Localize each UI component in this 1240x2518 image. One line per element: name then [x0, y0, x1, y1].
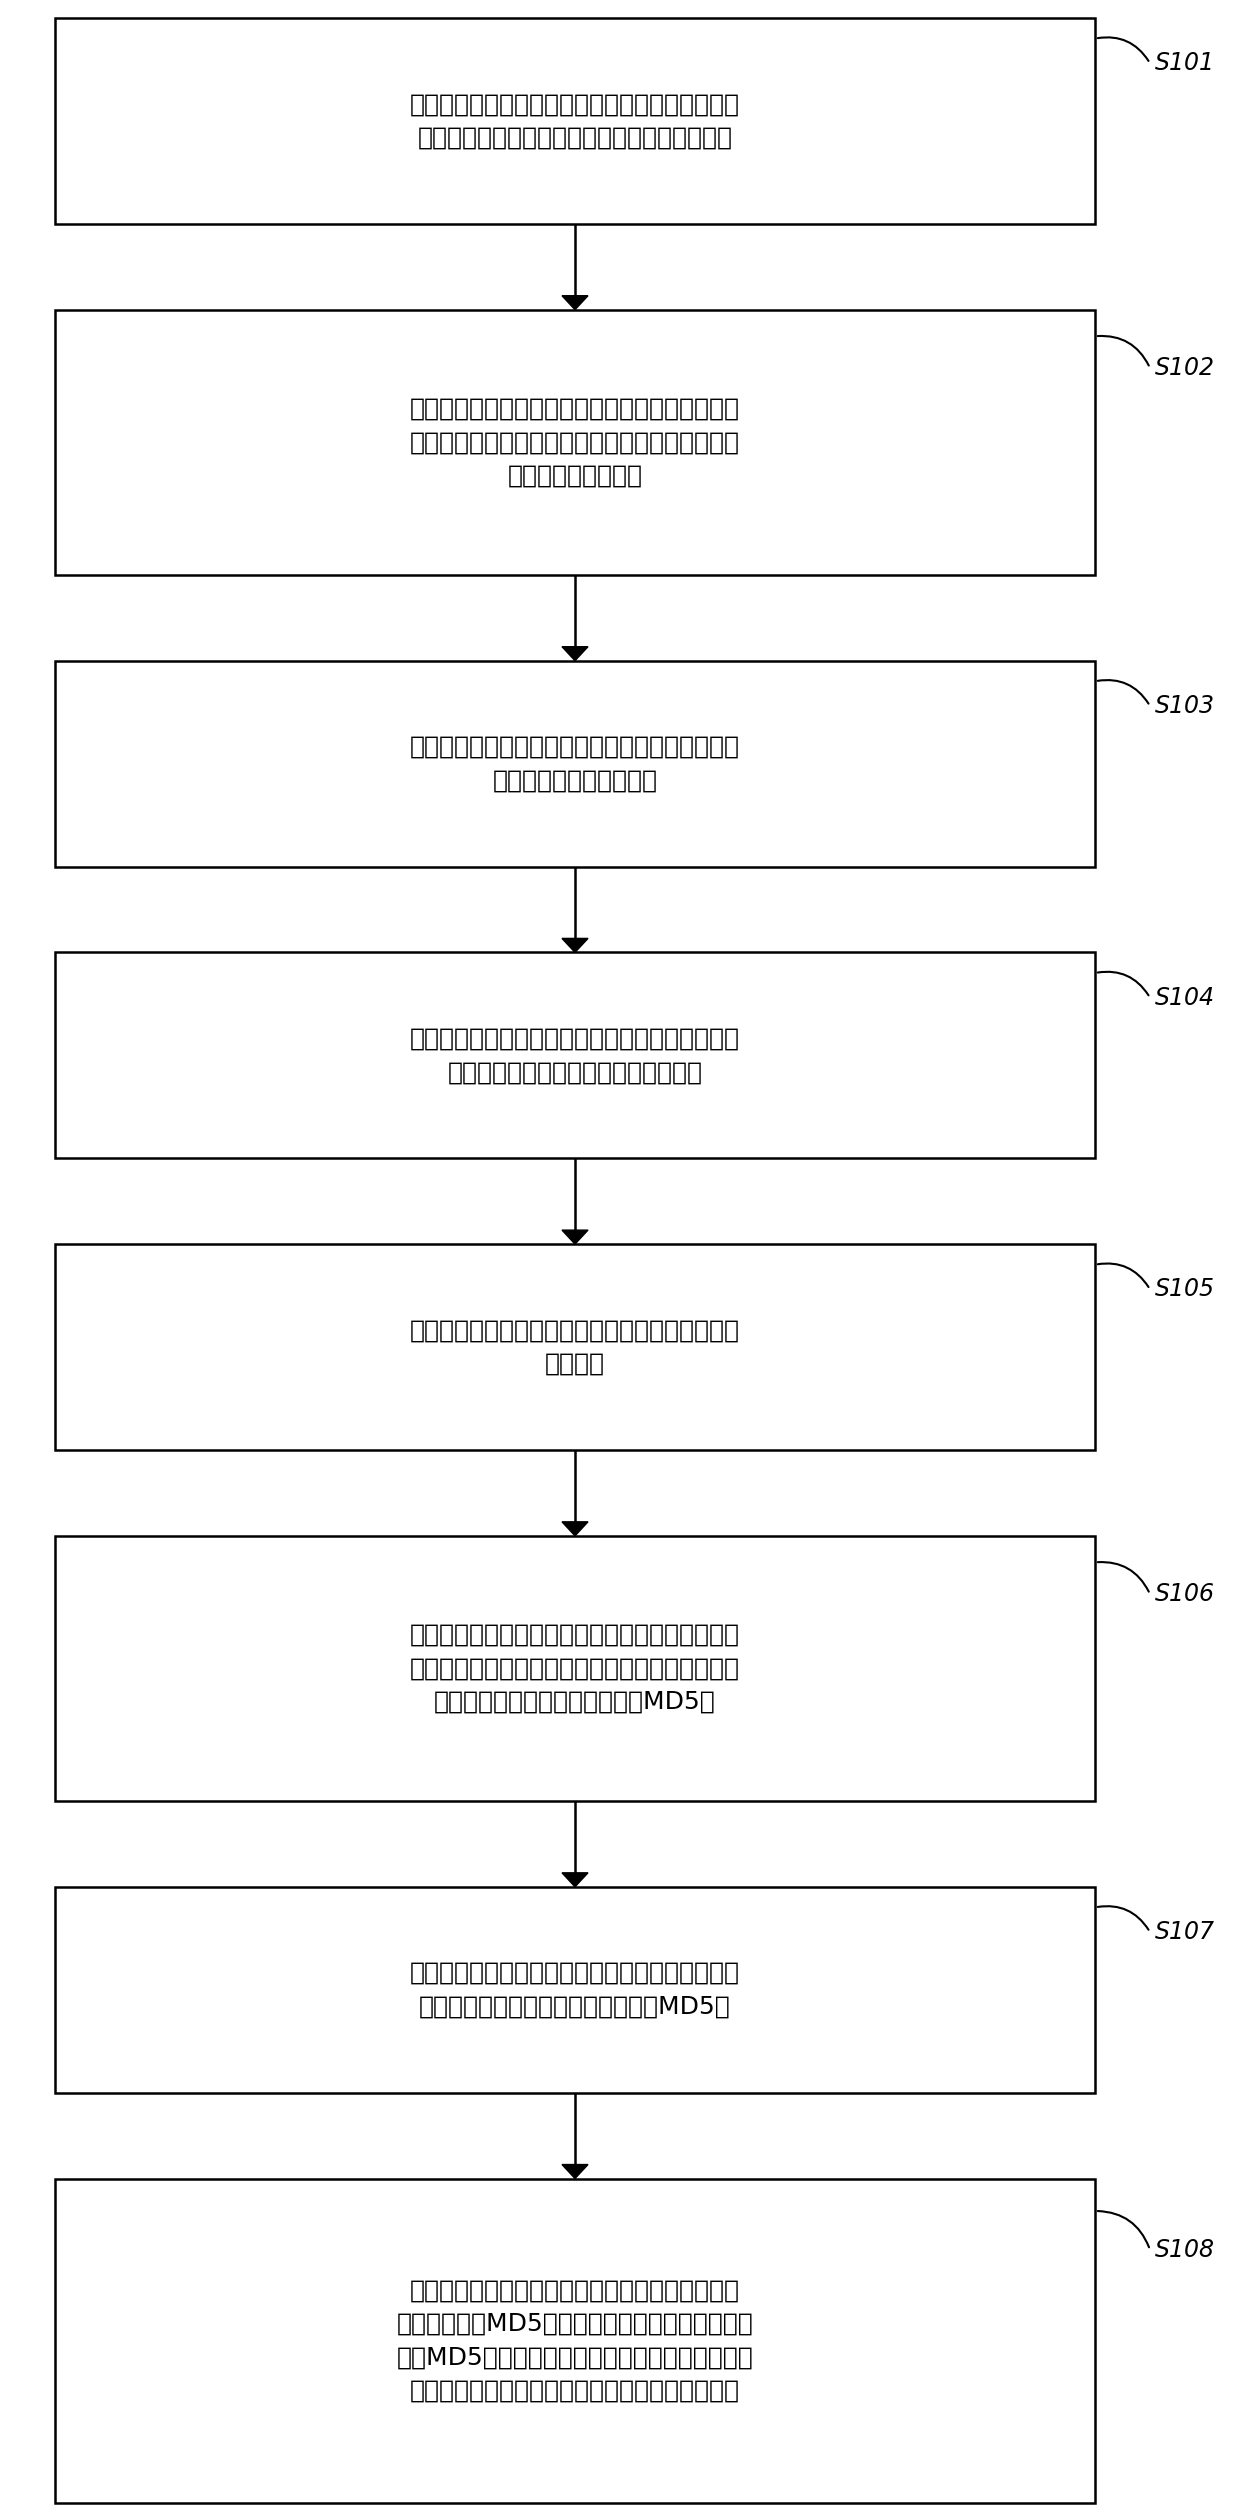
- Text: S102: S102: [1154, 355, 1215, 380]
- Polygon shape: [562, 939, 588, 952]
- Bar: [55, 1244, 1095, 1450]
- Text: S104: S104: [1154, 985, 1215, 1010]
- Text: 在运行所述页面资源插件所得到的第二缓存文件清
单中，读取每一所述静态缓存资源的MD5值: 在运行所述页面资源插件所得到的第二缓存文件清 单中，读取每一所述静态缓存资源的M…: [410, 1962, 740, 2019]
- Text: 对于每一所述静态缓存资源，若其在所述第一缓存
文件清单中的MD5值与其在所述第二缓存文件清单
中的MD5值不同，则更新该静态缓存资源，并将所
述第二缓存文件清单: 对于每一所述静态缓存资源，若其在所述第一缓存 文件清单中的MD5值与其在所述第二…: [397, 2279, 754, 2402]
- Polygon shape: [562, 2165, 588, 2178]
- Polygon shape: [562, 1231, 588, 1244]
- Bar: [55, 1536, 1095, 1800]
- Text: S101: S101: [1154, 50, 1215, 76]
- Text: S105: S105: [1154, 1277, 1215, 1302]
- Text: 基于所述页面地址对应的站点，确定与所述站点匹
配的页面资源插件，所述页面资源插件预先存储于
应用程序的安装包中: 基于所述页面地址对应的站点，确定与所述站点匹 配的页面资源插件，所述页面资源插件…: [410, 398, 740, 488]
- Bar: [55, 2178, 1095, 2503]
- Bar: [55, 952, 1095, 1158]
- Polygon shape: [562, 1521, 588, 1536]
- Bar: [55, 310, 1095, 574]
- Text: 运行所述页面资源插件，以得到本地存储的所述站
点下的多个静态缓存资源: 运行所述页面资源插件，以得到本地存储的所述站 点下的多个静态缓存资源: [410, 735, 740, 793]
- Bar: [55, 660, 1095, 866]
- Polygon shape: [562, 1873, 588, 1886]
- Bar: [55, 18, 1095, 224]
- Bar: [55, 1886, 1095, 2092]
- Text: 在所述应用程序中，根据预设的网络视图，加载与
所述页面地址匹配的所述静态缓存资源: 在所述应用程序中，根据预设的网络视图，加载与 所述页面地址匹配的所述静态缓存资源: [410, 1027, 740, 1085]
- Polygon shape: [562, 647, 588, 660]
- Text: S108: S108: [1154, 2239, 1215, 2261]
- Text: S107: S107: [1154, 1921, 1215, 1944]
- Text: S106: S106: [1154, 1581, 1215, 1606]
- Text: 每隔预设的时间间隔，向第一服务器发出插件更新
检测请求: 每隔预设的时间间隔，向第一服务器发出插件更新 检测请求: [410, 1319, 740, 1375]
- Polygon shape: [562, 295, 588, 310]
- Text: S103: S103: [1154, 695, 1215, 718]
- Text: 接收所述第一服务器根据所述插件更新检测请求所
返回的第一缓存文件清单，所述第一缓存文件清单
包含有每一所述静态缓存资源的MD5值: 接收所述第一服务器根据所述插件更新检测请求所 返回的第一缓存文件清单，所述第一缓…: [410, 1624, 740, 1715]
- Text: 当页面加载事件被触发时，对页面加载请求进行拦
截，并获取所述页面加载请求所携带的页面地址: 当页面加载事件被触发时，对页面加载请求进行拦 截，并获取所述页面加载请求所携带的…: [410, 93, 740, 149]
